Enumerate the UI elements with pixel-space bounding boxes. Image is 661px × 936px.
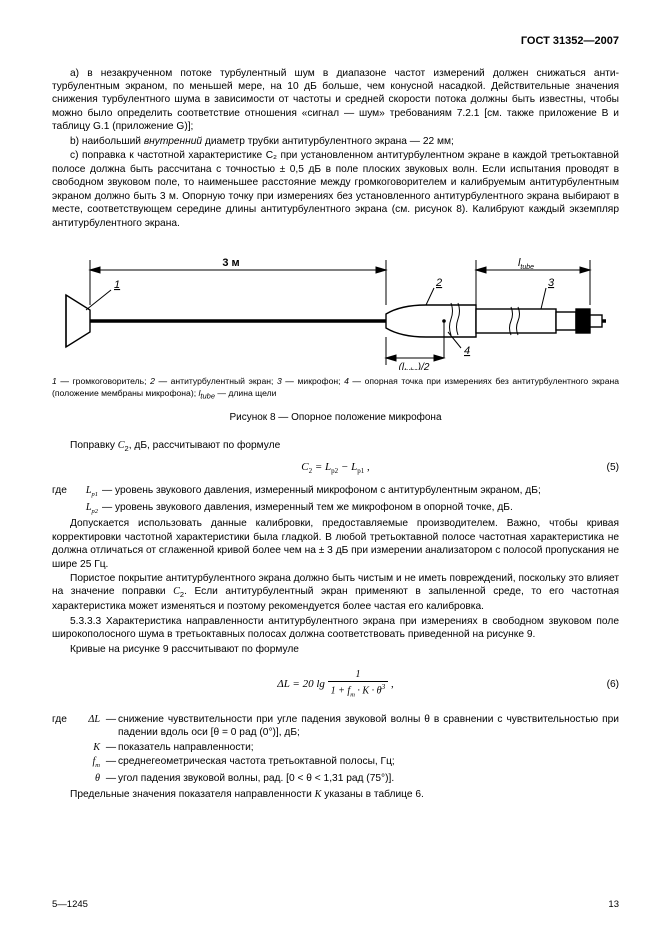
formula-6: ΔL = 20 lg 1 1 + fm · K · θ3 , (6) [52,670,619,699]
formula5-intro: Поправку C2, дБ, рассчитывают по формуле [52,439,619,454]
page-number: 13 [608,899,619,910]
figure-8-diagram: 3 м ltube (ltube)/2 1 [56,240,616,370]
page: ГОСТ 31352—2007 a) в незакрученном поток… [0,0,661,823]
page-footer: 5—1245 13 [52,899,619,910]
para-calib: Допускается использовать данные калибров… [52,517,619,571]
svg-text:3 м: 3 м [222,257,239,269]
svg-text:3: 3 [548,277,555,289]
doc-header: ГОСТ 31352—2007 [52,34,619,49]
eq-num-5: (5) [607,462,619,473]
para-c: c) поправка к частотной характеристике C… [52,149,619,230]
svg-text:(ltube)/2: (ltube)/2 [398,362,429,370]
formula-5: C2 = Lp2 − Lp1 , (5) [52,460,619,476]
footer-left: 5—1245 [52,899,88,910]
eq-num-6: (6) [607,679,619,690]
para-porous: Пористое покрытие антитурбулентного экра… [52,572,619,614]
svg-text:ltube: ltube [517,257,533,271]
para-curves: Кривые на рисунке 9 рассчитывают по форм… [52,643,619,656]
svg-text:1: 1 [114,279,120,291]
formula6-where: где ΔL — снижение чувствительности при у… [52,713,619,785]
formula6-outro: Предельные значения показателя направлен… [52,788,619,801]
figure-8-caption: 1 — громкоговоритель; 2 — антитурбулентн… [52,376,619,401]
para-5333: 5.3.3.3 Характеристика направленности ан… [52,615,619,642]
svg-text:2: 2 [435,277,442,289]
para-b: b) наибольший внутренний диаметр трубки … [52,135,619,148]
figure-8-title: Рисунок 8 — Опорное положение микрофона [52,411,619,424]
svg-text:4: 4 [464,345,470,357]
para-a: a) в незакрученном потоке турбулентный ш… [52,67,619,134]
formula5-where: где Lp1 — уровень звукового давления, из… [52,484,619,516]
